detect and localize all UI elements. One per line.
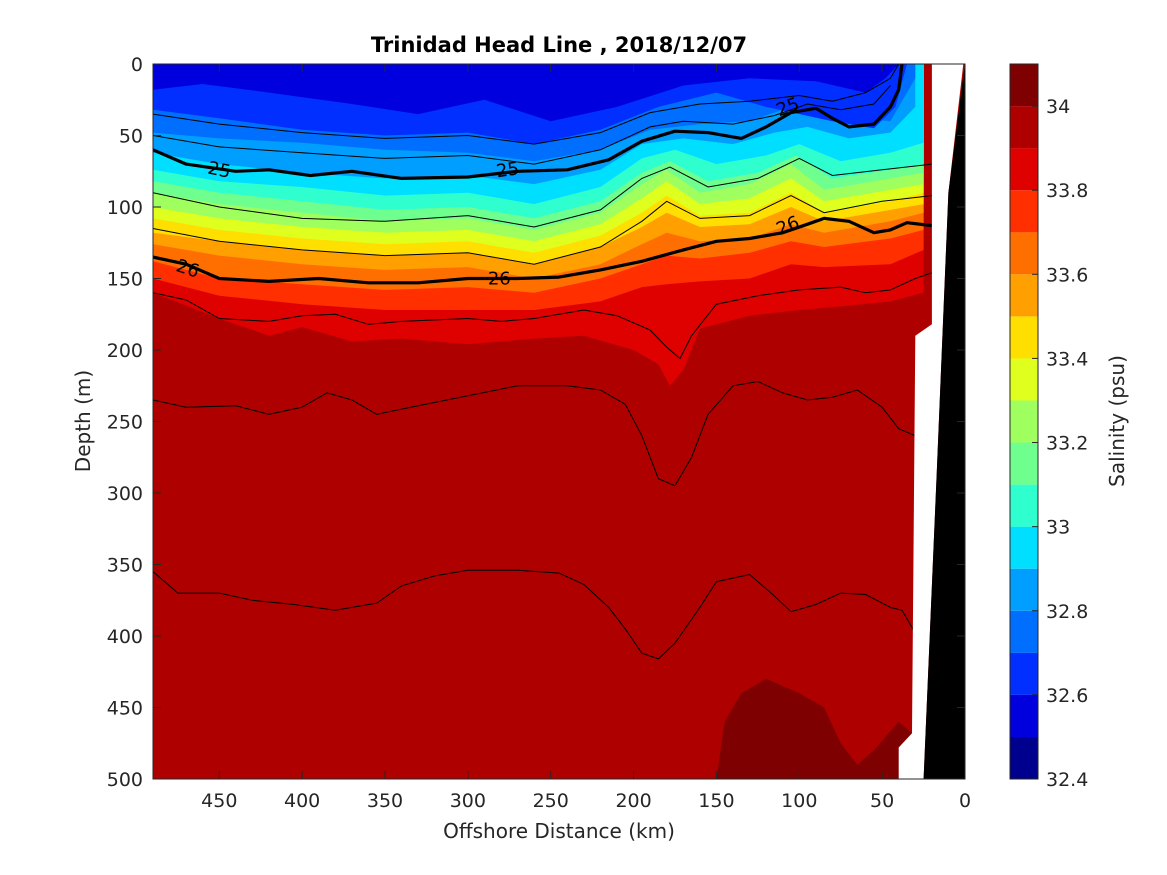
density-contour	[153, 64, 900, 145]
x-tick-label: 0	[959, 790, 971, 812]
y-tick-label: 100	[107, 197, 143, 219]
density-contour	[153, 157, 932, 228]
density-contour-25	[153, 64, 904, 180]
y-tick-label: 50	[119, 126, 143, 148]
colorbar-block	[1010, 526, 1038, 569]
density-contour-26	[153, 216, 933, 285]
density-contour	[153, 380, 916, 487]
y-tick-label: 400	[107, 626, 143, 648]
y-axis-label: Depth (m)	[71, 370, 95, 472]
y-tick-label: 250	[107, 412, 143, 434]
colorbar-block	[1010, 148, 1038, 191]
density-contour	[153, 272, 933, 360]
contour-label-group: 26	[488, 269, 511, 290]
chart-title: Trinidad Head Line , 2018/12/07	[371, 33, 747, 57]
y-tick-label: 350	[107, 555, 143, 577]
y-tick-label: 450	[107, 698, 143, 720]
y-tick-label: 200	[107, 340, 143, 362]
contour-label: 25	[206, 158, 233, 183]
y-tick-label: 300	[107, 483, 143, 505]
salinity-layer	[153, 64, 899, 122]
colorbar-block	[1010, 568, 1038, 611]
x-axis-ticks: 450 400 350 300 250 200 150 100 50 0	[201, 64, 971, 812]
colorbar-block	[1010, 106, 1038, 149]
colorbar-tick-label: 34	[1046, 96, 1070, 118]
no-data-region	[898, 64, 964, 779]
contour-label: 25	[495, 158, 521, 182]
y-tick-label: 150	[107, 269, 143, 291]
contour-label: 26	[488, 269, 511, 290]
seafloor-bathymetry	[923, 64, 965, 779]
colorbar-block	[1010, 358, 1038, 401]
colorbar-block	[1010, 736, 1038, 779]
colorbar-block	[1010, 484, 1038, 527]
x-tick-label: 400	[284, 790, 320, 812]
y-tick-label: 0	[131, 54, 143, 76]
x-tick-label: 450	[201, 790, 237, 812]
colorbar-tick-label: 33.8	[1046, 180, 1088, 202]
colorbar-label: Salinity (psu)	[1105, 355, 1129, 487]
colorbar-block	[1010, 610, 1038, 653]
colorbar-tick-label: 32.8	[1046, 601, 1088, 623]
x-tick-label: 150	[698, 790, 734, 812]
density-contour	[153, 85, 891, 165]
colorbar-frame	[1009, 63, 1039, 780]
colorbar: 34 33.8 33.6 33.4 33.2 33 32.8 32.6 32.4 Salinit…	[1009, 63, 1129, 791]
y-axis-ticks: 0 50 100 150 200 250 300 350 400 450 500	[107, 54, 965, 791]
x-tick-label: 100	[781, 790, 817, 812]
colorbar-block	[1010, 316, 1038, 359]
colorbar-block	[1010, 442, 1038, 485]
y-tick-label: 500	[107, 769, 143, 791]
colorbar-tick-label: 33.2	[1046, 433, 1088, 455]
x-tick-label: 200	[615, 790, 651, 812]
density-contour-lines	[153, 64, 933, 660]
x-tick-label: 300	[450, 790, 486, 812]
density-contour	[153, 195, 932, 265]
labeled-density-contours	[153, 64, 933, 285]
colorbar-block	[1010, 274, 1038, 317]
x-axis-label: Offshore Distance (km)	[443, 819, 675, 843]
salinity-layer-max	[716, 678, 916, 779]
colorbar-blocks	[1010, 64, 1038, 779]
contour-label-group: 25	[206, 158, 233, 183]
colorbar-block	[1010, 652, 1038, 695]
x-tick-label: 250	[533, 790, 569, 812]
colorbar-ticks: 34 33.8 33.6 33.4 33.2 33 32.8 32.6 32.4	[1032, 96, 1088, 791]
colorbar-block	[1010, 232, 1038, 275]
colorbar-block	[1010, 190, 1038, 233]
colorbar-block	[1010, 694, 1038, 737]
density-contour	[153, 569, 916, 660]
colorbar-tick-label: 33.6	[1046, 264, 1088, 286]
colorbar-tick-label: 33	[1046, 517, 1070, 539]
colorbar-tick-label: 32.4	[1046, 769, 1088, 791]
contour-label-group: 25	[495, 158, 521, 182]
x-tick-label: 50	[870, 790, 894, 812]
colorbar-block	[1010, 400, 1038, 443]
x-tick-label: 350	[367, 790, 403, 812]
colorbar-block	[1010, 64, 1038, 107]
colorbar-tick-label: 33.4	[1046, 348, 1088, 370]
colorbar-tick-label: 32.6	[1046, 685, 1088, 707]
